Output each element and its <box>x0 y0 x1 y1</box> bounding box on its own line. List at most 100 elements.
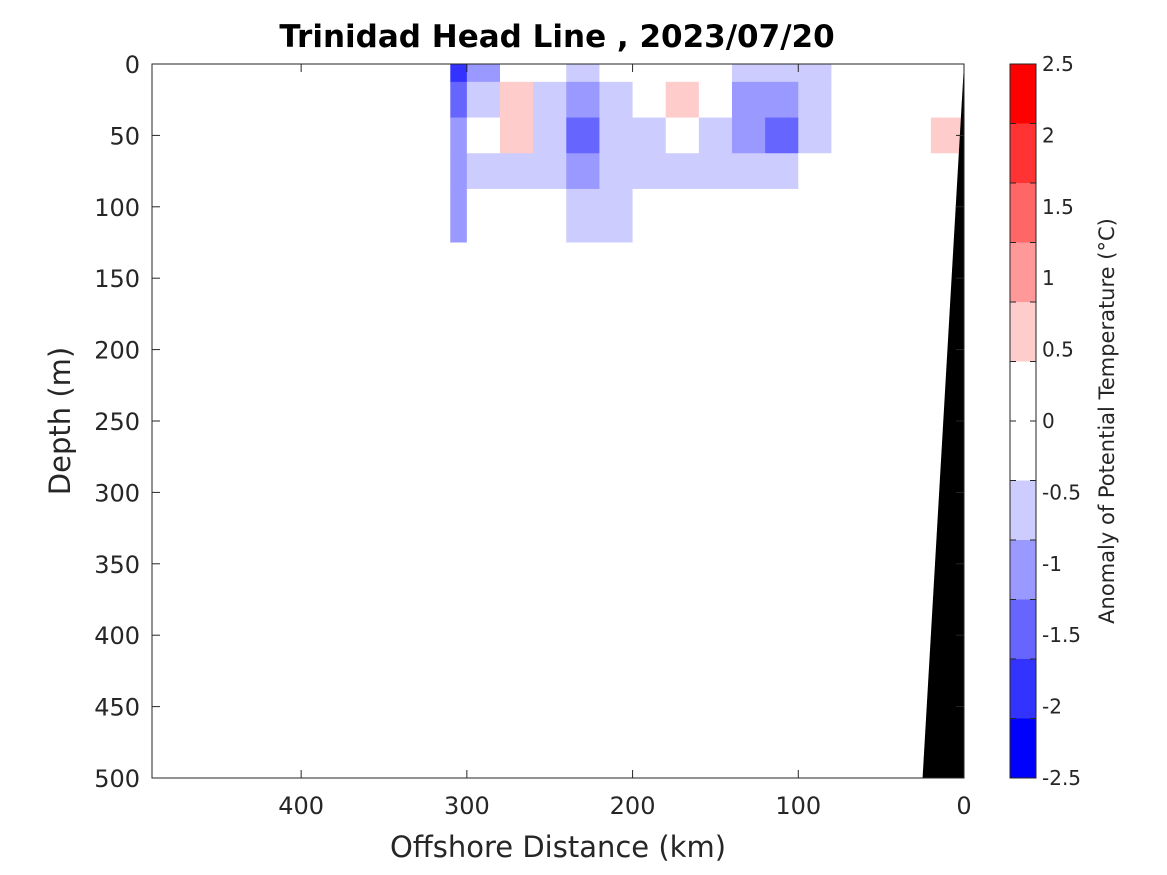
heatmap-cell <box>599 153 634 190</box>
heatmap-cell <box>599 117 634 154</box>
heatmap-cell <box>798 385 833 458</box>
x-tick-label: 0 <box>956 792 971 820</box>
heatmap-cell <box>798 528 833 601</box>
heatmap-cell <box>864 64 899 83</box>
colorbar-tick-label: 0 <box>1042 409 1055 433</box>
heatmap-cell <box>533 313 567 386</box>
heatmap-cell <box>566 64 601 83</box>
heatmap-cell <box>466 385 501 458</box>
heatmap-cell <box>466 64 501 83</box>
heatmap-cell <box>599 670 634 743</box>
heatmap-cell <box>698 81 733 119</box>
plot-area: 400 300 200 100 0 0 50 100 150 200 250 300 350 400 45… <box>94 51 971 820</box>
y-tick-label: 500 <box>94 765 140 793</box>
heatmap-cell <box>533 188 567 244</box>
heatmap-cell <box>450 188 468 244</box>
heatmap-cell <box>897 64 932 83</box>
heatmap-cell <box>732 313 766 386</box>
heatmap-cell <box>466 242 501 315</box>
heatmap-cell <box>732 242 766 315</box>
heatmap-cell <box>450 599 468 672</box>
heatmap-cell <box>599 188 634 244</box>
colorbar-segment <box>1010 64 1036 124</box>
heatmap-cell <box>897 456 932 529</box>
x-axis-label: Offshore Distance (km) <box>390 830 726 864</box>
heatmap-cell <box>500 528 534 601</box>
heatmap-cell <box>500 117 534 154</box>
heatmap-cell <box>831 242 866 315</box>
heatmap-cell <box>450 81 468 119</box>
heatmap-cell <box>765 313 799 386</box>
y-tick-label: 250 <box>94 408 140 436</box>
heatmap-cell <box>698 153 733 190</box>
heatmap-cell <box>765 117 799 154</box>
heatmap-cell <box>732 599 766 672</box>
heatmap-cell <box>765 64 799 83</box>
heatmap-cell <box>533 528 567 601</box>
heatmap-cell <box>566 670 601 743</box>
heatmap-cell <box>599 742 634 779</box>
x-axis-ticks: 400 300 200 100 0 <box>278 64 972 820</box>
x-tick-label: 400 <box>278 792 324 820</box>
colorbar-segment <box>1010 480 1036 541</box>
heatmap-cell <box>930 64 965 83</box>
colorbar-tick-label: -0.5 <box>1042 480 1081 504</box>
colorbar-tick-label: 0.5 <box>1042 338 1074 362</box>
heatmap-cell <box>765 456 799 529</box>
heatmap-cell <box>466 117 501 154</box>
heatmap-cell <box>897 81 932 119</box>
heatmap-cell <box>450 385 468 458</box>
heatmap-cell <box>831 81 866 119</box>
heatmap-cell <box>500 599 534 672</box>
chart-title: Trinidad Head Line , 2023/07/20 <box>279 19 834 55</box>
heatmap-cell <box>466 81 501 119</box>
heatmap-cell <box>798 242 833 315</box>
x-tick-label: 100 <box>775 792 821 820</box>
heatmap-cell <box>897 385 932 458</box>
heatmap-cell <box>500 81 534 119</box>
heatmap-cell <box>500 242 534 315</box>
heatmap-cell <box>450 742 468 779</box>
heatmap-cell <box>930 81 965 119</box>
heatmap-cell <box>450 313 468 386</box>
heatmap-cell <box>897 242 932 315</box>
colorbar-tick-label: 2.5 <box>1042 52 1074 76</box>
heatmap-cell <box>665 81 700 119</box>
colorbar-tick-label: 1.5 <box>1042 195 1074 219</box>
heatmap-cell <box>665 117 700 154</box>
heatmap-cell <box>632 599 667 672</box>
heatmap-cell <box>798 117 833 154</box>
heatmap-cell <box>566 599 601 672</box>
heatmap-cell <box>533 385 567 458</box>
heatmap-cell <box>533 117 567 154</box>
heatmap-cell <box>765 188 799 244</box>
heatmap-cell <box>566 81 601 119</box>
heatmap-cell <box>831 528 866 601</box>
heatmap-cell <box>665 188 700 244</box>
y-axis-ticks: 0 50 100 150 200 250 300 350 400 450 500 <box>94 51 964 793</box>
heatmap-cell <box>831 64 866 83</box>
seafloor <box>922 64 964 778</box>
y-tick-label: 150 <box>94 265 140 293</box>
heatmap-cell <box>500 670 534 743</box>
heatmap-cell <box>500 742 534 779</box>
heatmap-cell <box>798 456 833 529</box>
y-tick-label: 100 <box>94 194 140 222</box>
colorbar-segment <box>1010 123 1036 184</box>
heatmap-cell <box>765 599 799 672</box>
heatmap-cell <box>533 64 567 83</box>
heatmap-cell <box>698 742 733 779</box>
heatmap-cell <box>533 670 567 743</box>
heatmap-cell <box>450 242 468 315</box>
heatmap-cell <box>466 670 501 743</box>
y-tick-label: 0 <box>125 51 140 79</box>
heatmap-cell <box>732 528 766 601</box>
colorbar-tick-label: 1 <box>1042 266 1055 290</box>
heatmap-cell <box>533 242 567 315</box>
heatmap-cell <box>500 385 534 458</box>
heatmap-cell <box>831 670 866 743</box>
heatmap-cell <box>632 188 667 244</box>
heatmap-cell <box>831 117 866 154</box>
heatmap-cell <box>450 64 468 83</box>
heatmap-cell <box>732 188 766 244</box>
